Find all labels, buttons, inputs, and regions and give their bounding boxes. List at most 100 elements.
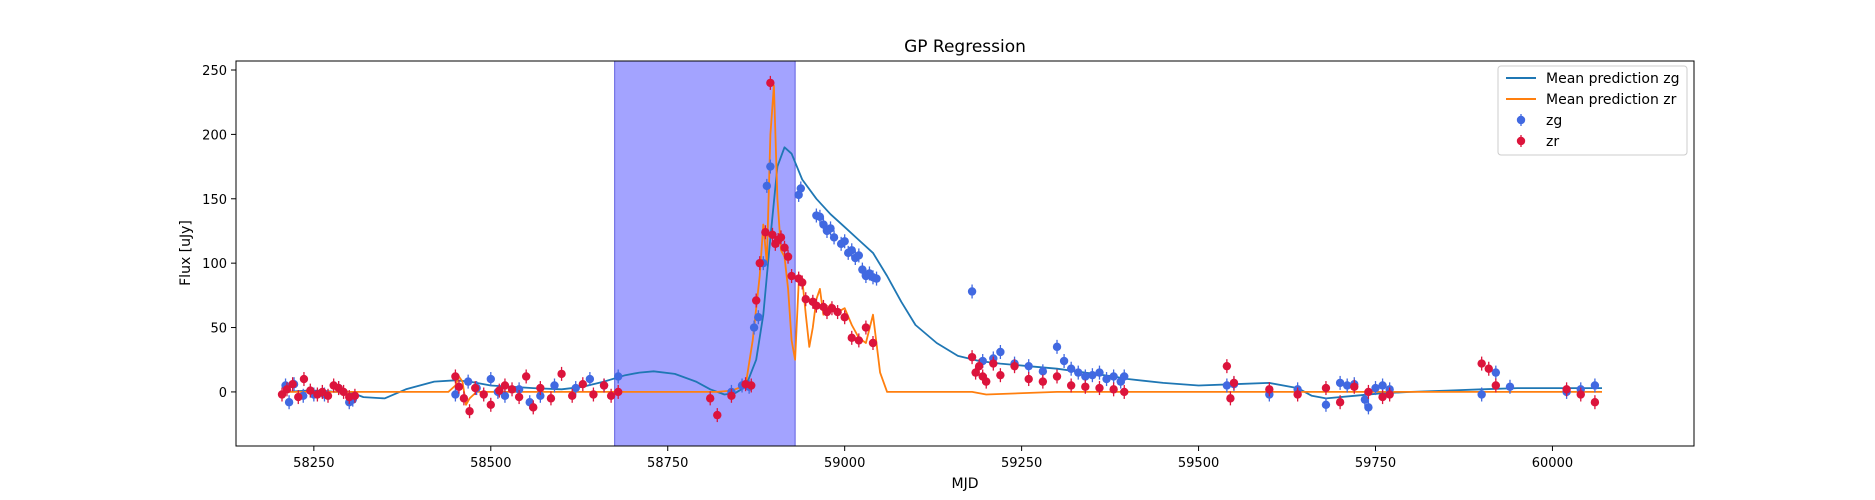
x-tick-label: 59500 [1178, 456, 1219, 471]
marker [579, 380, 587, 388]
data-point-zr [1223, 359, 1231, 373]
marker [1010, 362, 1018, 370]
marker [763, 182, 771, 190]
x-tick-label: 59750 [1355, 456, 1396, 471]
marker [1485, 365, 1493, 373]
marker [1293, 390, 1301, 398]
data-point-zg [487, 372, 495, 386]
data-point-zg [1336, 376, 1344, 390]
marker [547, 394, 555, 402]
data-point-zg [1074, 366, 1082, 380]
data-point-zr [968, 350, 976, 364]
marker [1109, 385, 1117, 393]
y-tick-label: 150 [202, 193, 227, 208]
marker [471, 384, 479, 392]
marker [1385, 390, 1393, 398]
data-point-zg [550, 378, 558, 392]
data-point-zg [1343, 378, 1351, 392]
marker [840, 237, 848, 245]
marker [1343, 381, 1351, 389]
marker [614, 388, 622, 396]
data-point-zr [996, 368, 1004, 382]
data-point-zg [1024, 359, 1032, 373]
data-point-zr [1039, 375, 1047, 389]
marker [784, 253, 792, 261]
marker [1492, 368, 1500, 376]
marker [1562, 385, 1570, 393]
marker [1024, 375, 1032, 383]
data-point-zr [607, 389, 615, 403]
y-axis-label: Flux [uJy] [178, 220, 194, 286]
marker [1024, 362, 1032, 370]
data-point-zr [589, 387, 597, 401]
marker [855, 336, 863, 344]
marker [550, 381, 558, 389]
y-axis: 050100150200250 [202, 64, 236, 401]
data-point-zr [1067, 378, 1075, 392]
marker [812, 301, 820, 309]
chart-title: GP Regression [904, 37, 1026, 57]
data-point-zg [1053, 340, 1061, 354]
marker [1120, 372, 1128, 380]
marker [306, 386, 314, 394]
marker [607, 392, 615, 400]
data-point-zg [1322, 398, 1330, 412]
legend-marker [1517, 116, 1525, 124]
marker [1223, 362, 1231, 370]
marker [713, 411, 721, 419]
data-point-zg [1492, 366, 1500, 380]
marker [1577, 390, 1585, 398]
marker [487, 401, 495, 409]
marker [872, 274, 880, 282]
marker [536, 384, 544, 392]
data-point-zr [1322, 381, 1330, 395]
marker [996, 348, 1004, 356]
marker [989, 359, 997, 367]
plot-frame [236, 61, 1694, 446]
data-point-zg [968, 284, 976, 298]
marker [568, 392, 576, 400]
marker [589, 390, 597, 398]
marker [727, 392, 735, 400]
marker [324, 392, 332, 400]
marker [1378, 381, 1386, 389]
marker [1053, 343, 1061, 351]
marker [1364, 388, 1372, 396]
x-tick-label: 58750 [647, 456, 688, 471]
marker [797, 184, 805, 192]
marker [747, 381, 755, 389]
data-point-zr [1230, 376, 1238, 390]
marker [766, 162, 774, 170]
x-tick-label: 60000 [1532, 456, 1573, 471]
marker [614, 372, 622, 380]
marker [1120, 388, 1128, 396]
data-point-zr [1053, 369, 1061, 383]
x-axis: 58250 58500 58750 59000 59250 59500 59750 60000 [293, 446, 1573, 471]
marker [968, 287, 976, 295]
marker [586, 375, 594, 383]
marker [351, 392, 359, 400]
marker [460, 394, 468, 402]
marker [288, 380, 296, 388]
legend-label-zr-points: zr [1546, 134, 1559, 150]
x-tick-label: 58500 [470, 456, 511, 471]
data-point-zr [300, 372, 308, 386]
y-tick-label: 50 [210, 322, 227, 337]
marker [508, 385, 516, 393]
marker [1477, 390, 1485, 398]
marker [1095, 368, 1103, 376]
data-point-zr [480, 387, 488, 401]
marker [464, 377, 472, 385]
marker [1322, 384, 1330, 392]
marker [1364, 403, 1372, 411]
marker [1039, 377, 1047, 385]
legend-marker [1517, 137, 1525, 145]
data-point-zr [1095, 381, 1103, 395]
marker [294, 393, 302, 401]
data-point-zg [1102, 372, 1110, 386]
data-point-zr [465, 404, 473, 418]
marker [557, 370, 565, 378]
data-point-zr [855, 333, 863, 347]
marker [487, 375, 495, 383]
